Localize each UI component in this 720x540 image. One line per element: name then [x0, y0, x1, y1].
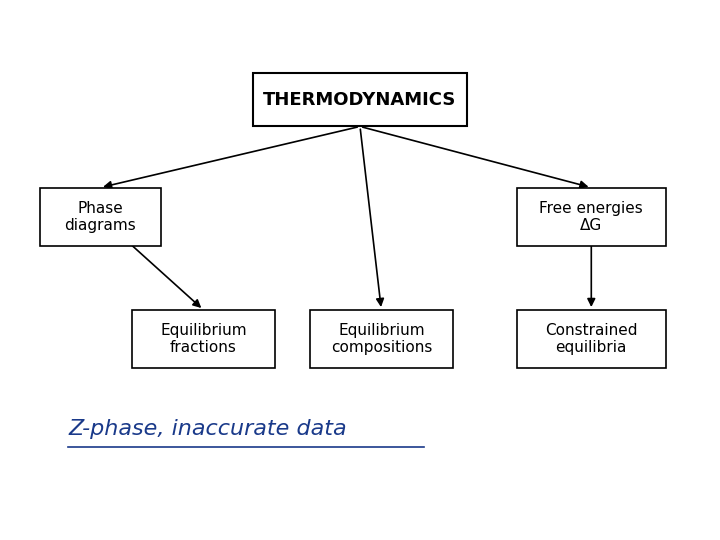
- Text: Constrained
equilibria: Constrained equilibria: [545, 323, 637, 355]
- FancyBboxPatch shape: [516, 187, 666, 246]
- FancyBboxPatch shape: [132, 310, 274, 368]
- FancyBboxPatch shape: [310, 310, 452, 368]
- Text: Z-phase, inaccurate data: Z-phase, inaccurate data: [68, 420, 347, 440]
- FancyBboxPatch shape: [516, 310, 666, 368]
- Text: Equilibrium
compositions: Equilibrium compositions: [330, 323, 432, 355]
- FancyBboxPatch shape: [40, 187, 161, 246]
- Text: Free energies
ΔG: Free energies ΔG: [539, 201, 643, 233]
- Text: Equilibrium
fractions: Equilibrium fractions: [160, 323, 247, 355]
- FancyBboxPatch shape: [253, 73, 467, 126]
- Text: THERMODYNAMICS: THERMODYNAMICS: [264, 91, 456, 109]
- Text: Phase
diagrams: Phase diagrams: [64, 201, 136, 233]
